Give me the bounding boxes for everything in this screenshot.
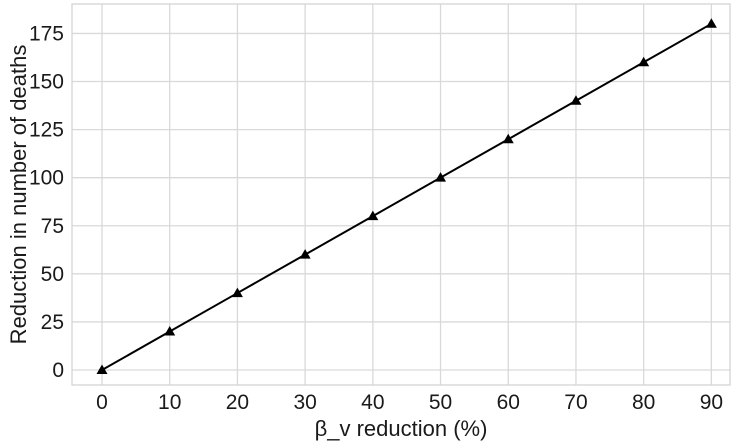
x-tick-label: 70: [564, 391, 587, 414]
y-tick-label: 75: [41, 215, 64, 238]
x-tick-label: 0: [96, 391, 108, 414]
y-tick-label: 25: [41, 311, 64, 334]
data-point-marker: [231, 287, 243, 298]
data-point-marker: [705, 18, 717, 28]
x-tick-label: 30: [293, 391, 316, 414]
data-series: [96, 18, 717, 374]
data-point-marker: [96, 364, 108, 374]
series-line: [100, 22, 713, 371]
y-axis-title: Reduction in number of deaths: [6, 45, 31, 345]
x-axis-title: β_v reduction (%): [315, 416, 488, 441]
x-tick-label: 40: [361, 391, 384, 414]
x-tick-label: 50: [429, 391, 452, 414]
x-tick-label: 90: [700, 391, 723, 414]
y-tick-label: 50: [41, 263, 64, 286]
x-tick-label: 10: [158, 391, 181, 414]
y-tick-label: 100: [29, 167, 64, 190]
data-point-marker: [164, 326, 176, 336]
data-point-marker: [435, 172, 447, 182]
data-point-marker: [638, 56, 650, 67]
data-point-marker: [367, 210, 379, 221]
y-tick-label: 0: [52, 359, 64, 382]
axis-tick-labels: 0 10 20 30 40 50 60 70 80 90 0 25 50 75 100 125 150 175: [29, 22, 723, 414]
grid: [71, 3, 731, 386]
plot-border: [71, 3, 731, 386]
x-tick-label: 20: [226, 391, 249, 414]
data-point-marker: [502, 133, 514, 144]
y-tick-label: 150: [29, 71, 64, 94]
y-tick-label: 125: [29, 119, 64, 142]
y-tick-label: 175: [29, 22, 64, 45]
x-tick-label: 60: [497, 391, 520, 414]
data-point-marker: [570, 95, 582, 105]
x-tick-label: 80: [632, 391, 655, 414]
data-point-marker: [299, 249, 311, 259]
